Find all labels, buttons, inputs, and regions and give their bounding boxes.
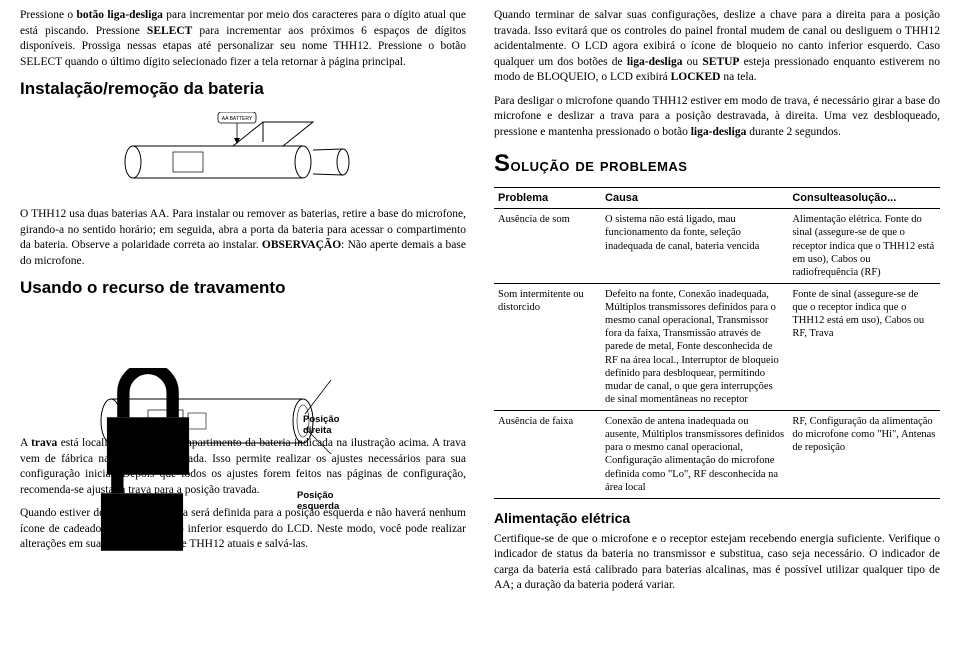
lock-heading: Usando o recurso de travamento: [20, 277, 466, 300]
install-heading: Instalação/remoção da bateria: [20, 78, 466, 101]
intro-paragraph: Pressione o botão liga-desliga para incr…: [20, 8, 466, 70]
left-column: Pressione o botão liga-desliga para incr…: [12, 8, 480, 643]
th-solution: Consulteasolução...: [788, 187, 940, 209]
lock-illustration: Posição direita Posição esquerda: [20, 306, 466, 426]
troubleshoot-heading-text: olução de problemas: [511, 155, 688, 175]
troubleshoot-table: Problema Causa Consulteasolução... Ausên…: [494, 187, 940, 499]
th-cause: Causa: [601, 187, 788, 209]
troubleshoot-heading: Solução de problemas: [494, 148, 940, 180]
table-row: Som intermitente ou distorcido Defeito n…: [494, 283, 940, 410]
th-problem: Problema: [494, 187, 601, 209]
table-header-row: Problema Causa Consulteasolução...: [494, 187, 940, 209]
lock-continue-paragraph: Quando terminar de salvar suas configura…: [494, 8, 940, 86]
table-row: Ausência de som O sistema não está ligad…: [494, 209, 940, 284]
battery-illustration: AA BATTERY: [20, 107, 466, 197]
table-row: Ausência de faixa Conexão de antena inad…: [494, 411, 940, 499]
unlock-paragraph: Para desligar o microfone quando THH12 e…: [494, 94, 940, 141]
power-paragraph: Certifique-se de que o microfone e o rec…: [494, 532, 940, 594]
right-column: Quando terminar de salvar suas configura…: [480, 8, 948, 643]
battery-label-text: AA BATTERY: [222, 116, 253, 122]
battery-paragraph: O THH12 usa duas baterias AA. Para insta…: [20, 207, 466, 269]
power-heading: Alimentação elétrica: [494, 509, 940, 528]
